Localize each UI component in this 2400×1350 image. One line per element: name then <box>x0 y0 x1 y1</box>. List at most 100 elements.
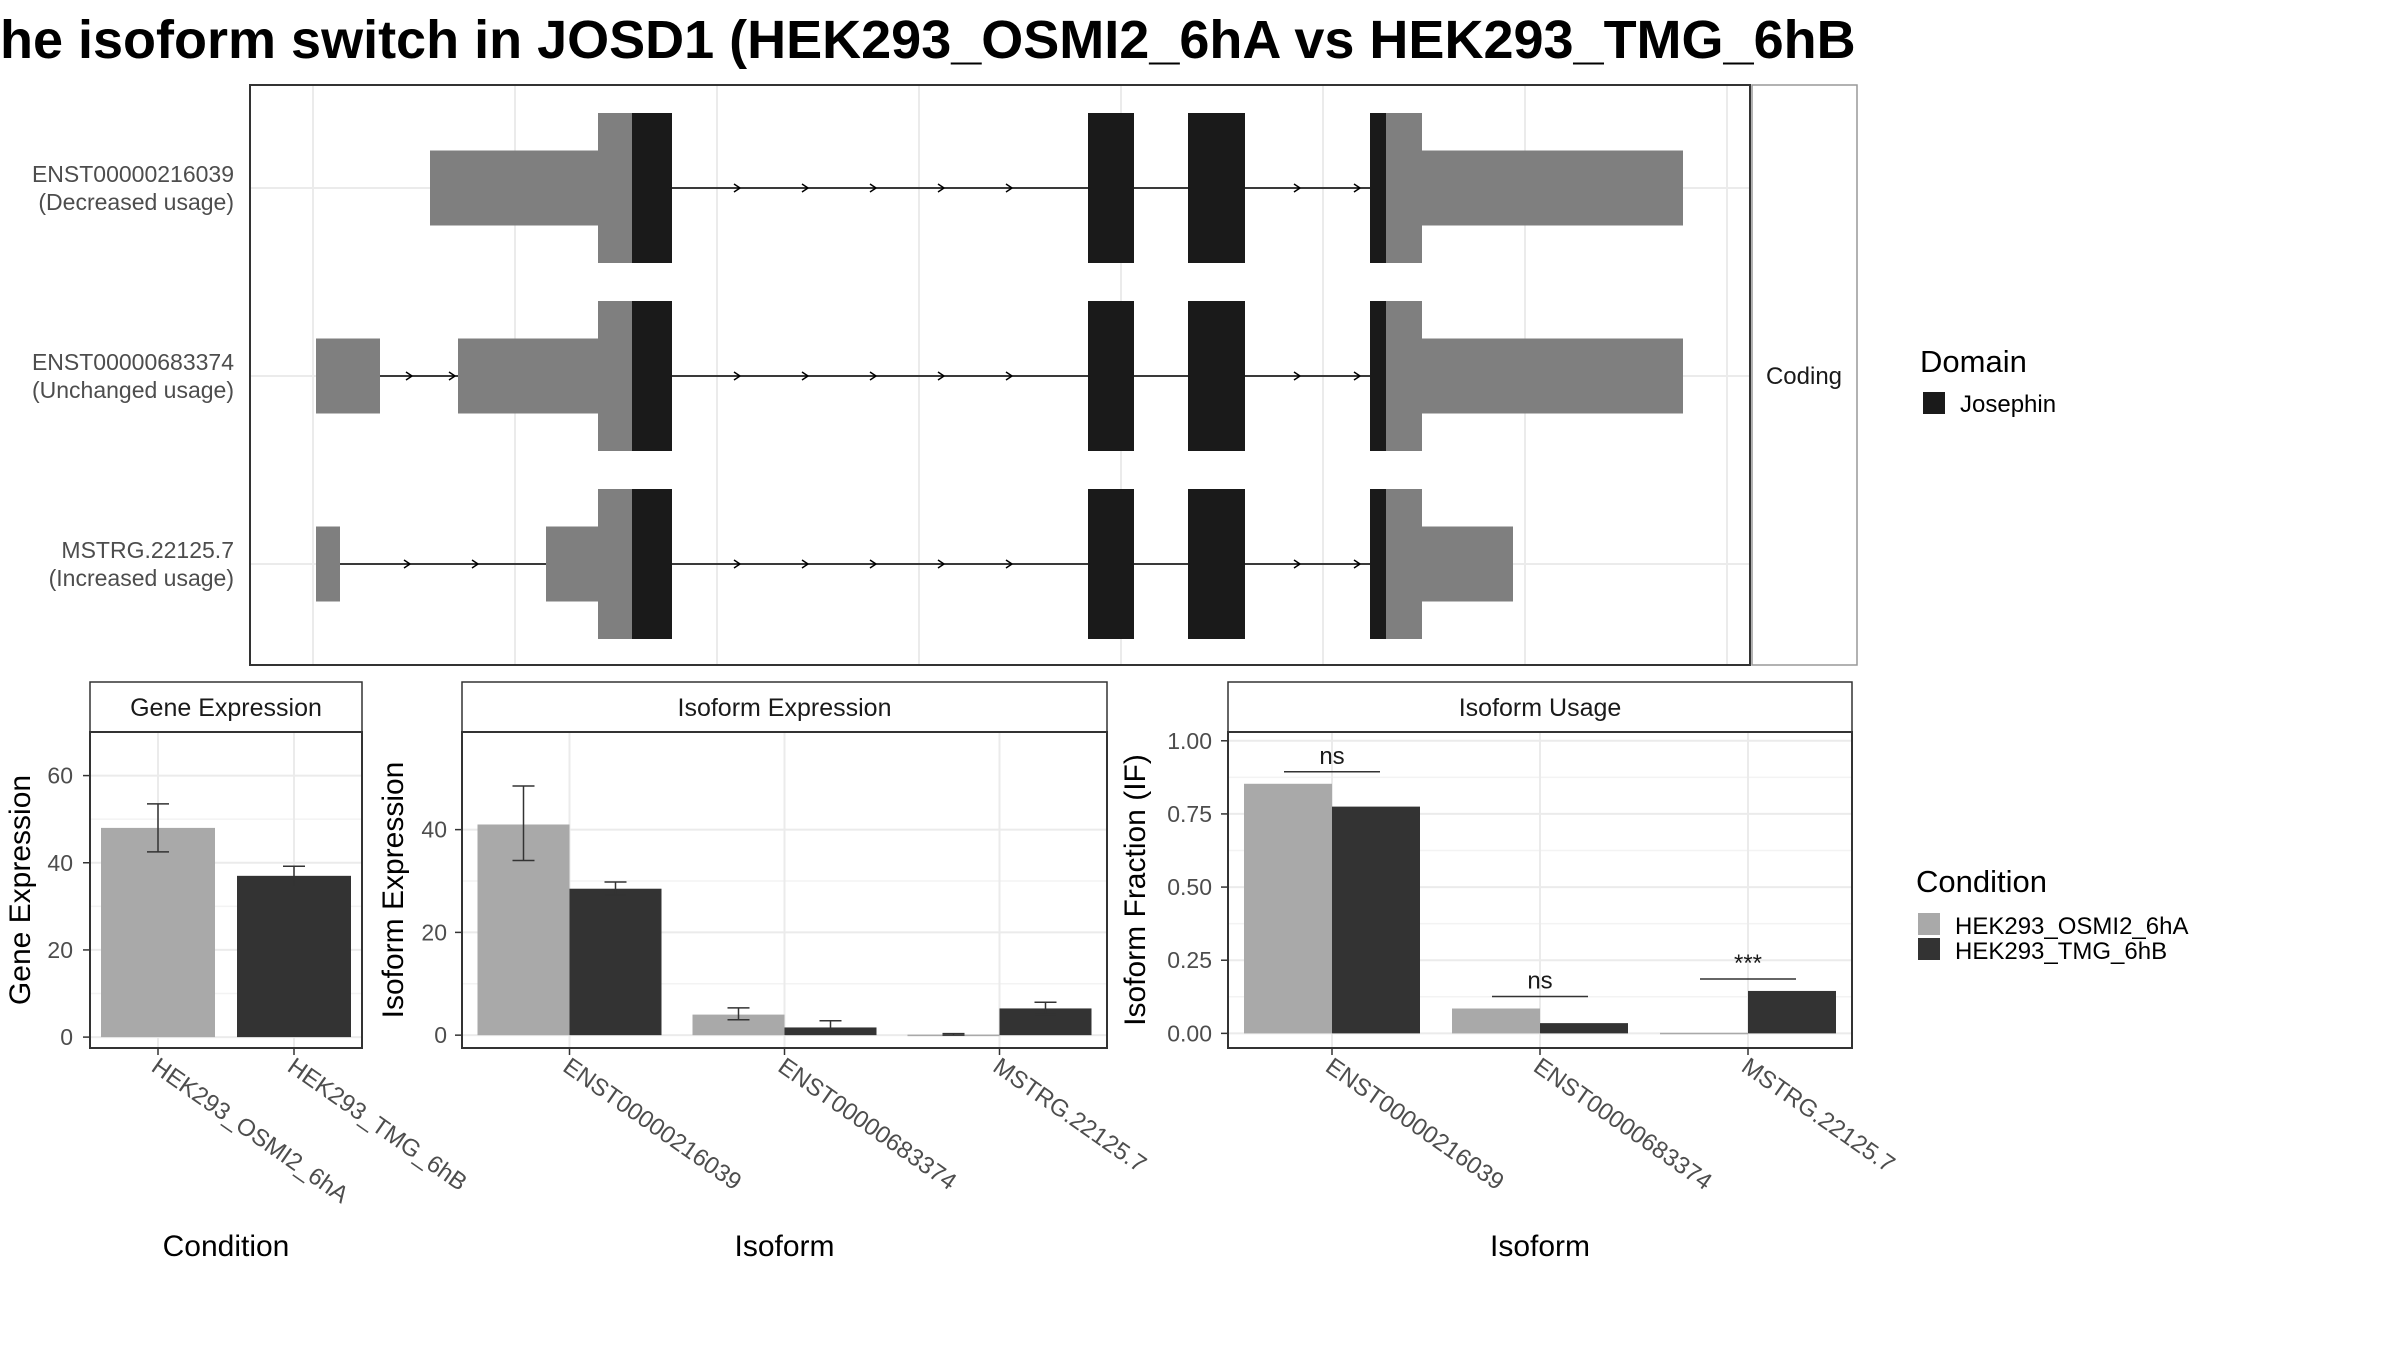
coding-exon <box>598 301 632 451</box>
x-axis-title: Isoform <box>734 1230 834 1263</box>
intron-direction-arrow <box>801 183 810 193</box>
intron-direction-arrow <box>448 371 457 381</box>
intron-direction-arrow <box>1353 559 1362 569</box>
intron-direction-arrow <box>403 559 412 569</box>
coding-exon <box>1386 489 1422 639</box>
transcript-id-label: ENST00000216039 <box>32 161 234 187</box>
panel-title: Isoform Expression <box>678 694 892 722</box>
intron-direction-arrow <box>733 371 742 381</box>
bar <box>569 888 662 1036</box>
significance-label: *** <box>1734 950 1762 977</box>
isoform-expression-panel: Isoform Expression 0 20 40 ENST00000216039 EN… <box>377 681 1151 1263</box>
josephin-domain-exon <box>632 301 672 451</box>
y-tick-label: 40 <box>421 817 447 843</box>
intron-direction-arrow <box>937 371 946 381</box>
transcript-status-label: (Increased usage) <box>49 565 234 591</box>
y-tick-label: 0.75 <box>1167 801 1212 827</box>
utr-exon <box>1420 526 1513 602</box>
intron-direction-arrow <box>1005 183 1014 193</box>
josephin-domain-exon <box>632 489 672 639</box>
bar <box>692 1014 785 1036</box>
isoform-usage-panel: Isoform Usage ns ns *** 0.00 0.25 0.50 0.75 1.00… <box>1119 681 1900 1263</box>
y-axis-title: Isoform Fraction (IF) <box>1119 754 1152 1026</box>
intron-direction-arrow <box>869 559 878 569</box>
intron-direction-arrow <box>869 371 878 381</box>
condition-legend-swatch <box>1918 938 1940 960</box>
utr-exon <box>316 338 380 414</box>
domain-legend-swatch <box>1923 392 1945 414</box>
bar <box>1748 990 1836 1034</box>
intron-direction-arrow <box>869 183 878 193</box>
josephin-domain-exon <box>1088 301 1134 451</box>
josephin-domain-exon <box>1088 489 1134 639</box>
transcript-model <box>430 113 1683 263</box>
panel-strip <box>1227 681 1853 733</box>
y-tick-label: 0.00 <box>1167 1020 1212 1046</box>
intron-direction-arrow <box>1293 559 1302 569</box>
condition-legend-label: HEK293_OSMI2_6hA <box>1955 913 2188 940</box>
bar <box>1244 783 1332 1034</box>
domain-legend-title: Domain <box>1920 344 2027 379</box>
condition-legend-label: HEK293_TMG_6hB <box>1955 938 2167 965</box>
coding-exon <box>598 489 632 639</box>
y-tick-label: 20 <box>47 937 73 963</box>
transcript-model <box>316 301 1683 451</box>
bar <box>101 827 215 1038</box>
transcript-status-label: (Unchanged usage) <box>32 377 234 403</box>
utr-exon <box>458 338 598 414</box>
transcript-model <box>316 489 1513 639</box>
utr-exon <box>546 526 598 602</box>
x-tick-label: ENST00000683374 <box>773 1053 961 1196</box>
coding-exon <box>1386 113 1422 263</box>
structure-panel-border <box>249 84 1751 666</box>
condition-legend-title: Condition <box>1916 864 2047 899</box>
bar <box>1452 1008 1540 1034</box>
coding-strip-label: Coding <box>1766 363 1842 390</box>
y-tick-label: 0 <box>434 1022 447 1048</box>
panel-title: Gene Expression <box>130 694 322 722</box>
intron-direction-arrow <box>1353 183 1362 193</box>
panel-strip <box>89 681 363 733</box>
x-axis-title: Condition <box>163 1230 290 1263</box>
x-tick-label: ENST00000216039 <box>558 1053 746 1196</box>
intron-direction-arrow <box>1005 559 1014 569</box>
intron-direction-arrow <box>1005 371 1014 381</box>
intron-direction-arrow <box>733 559 742 569</box>
intron-direction-arrow <box>937 183 946 193</box>
significance-label: ns <box>1319 743 1344 770</box>
y-tick-label: 0.25 <box>1167 947 1212 973</box>
x-tick-label: ENST00000683374 <box>1529 1053 1717 1196</box>
x-axis-title: Isoform <box>1490 1230 1590 1263</box>
y-tick-label: 60 <box>47 763 73 789</box>
transcript-id-label: ENST00000683374 <box>32 349 234 375</box>
josephin-domain-exon <box>632 113 672 263</box>
bar <box>1332 806 1420 1034</box>
utr-exon <box>316 526 340 602</box>
utr-exon <box>1420 338 1683 414</box>
y-axis-title: Isoform Expression <box>377 762 410 1019</box>
intron-direction-arrow <box>733 183 742 193</box>
panel-strip <box>461 681 1108 733</box>
intron-direction-arrow <box>405 371 414 381</box>
y-tick-label: 0 <box>60 1024 73 1050</box>
intron-direction-arrow <box>1293 371 1302 381</box>
x-tick-label: MSTRG.22125.7 <box>988 1053 1151 1178</box>
y-tick-label: 0.50 <box>1167 874 1212 900</box>
x-tick-label: MSTRG.22125.7 <box>1737 1053 1900 1178</box>
josephin-domain-exon <box>1370 301 1386 451</box>
utr-exon <box>1420 150 1683 226</box>
panel-title: Isoform Usage <box>1459 694 1622 722</box>
bar <box>1540 1023 1628 1034</box>
bar <box>1660 1032 1748 1035</box>
josephin-domain-exon <box>1188 489 1245 639</box>
transcript-structure-panel: ENST00000216039(Decreased usage) ENST0000… <box>32 84 1858 666</box>
josephin-domain-exon <box>1088 113 1134 263</box>
domain-legend-label: Josephin <box>1960 391 2056 418</box>
figure-title: he isoform switch in JOSD1 (HEK293_OSMI2… <box>0 10 1856 70</box>
panel-border <box>89 731 363 1049</box>
y-tick-label: 1.00 <box>1167 728 1212 754</box>
josephin-domain-exon <box>1370 489 1386 639</box>
utr-exon <box>430 150 598 226</box>
significance-label: ns <box>1527 968 1552 995</box>
